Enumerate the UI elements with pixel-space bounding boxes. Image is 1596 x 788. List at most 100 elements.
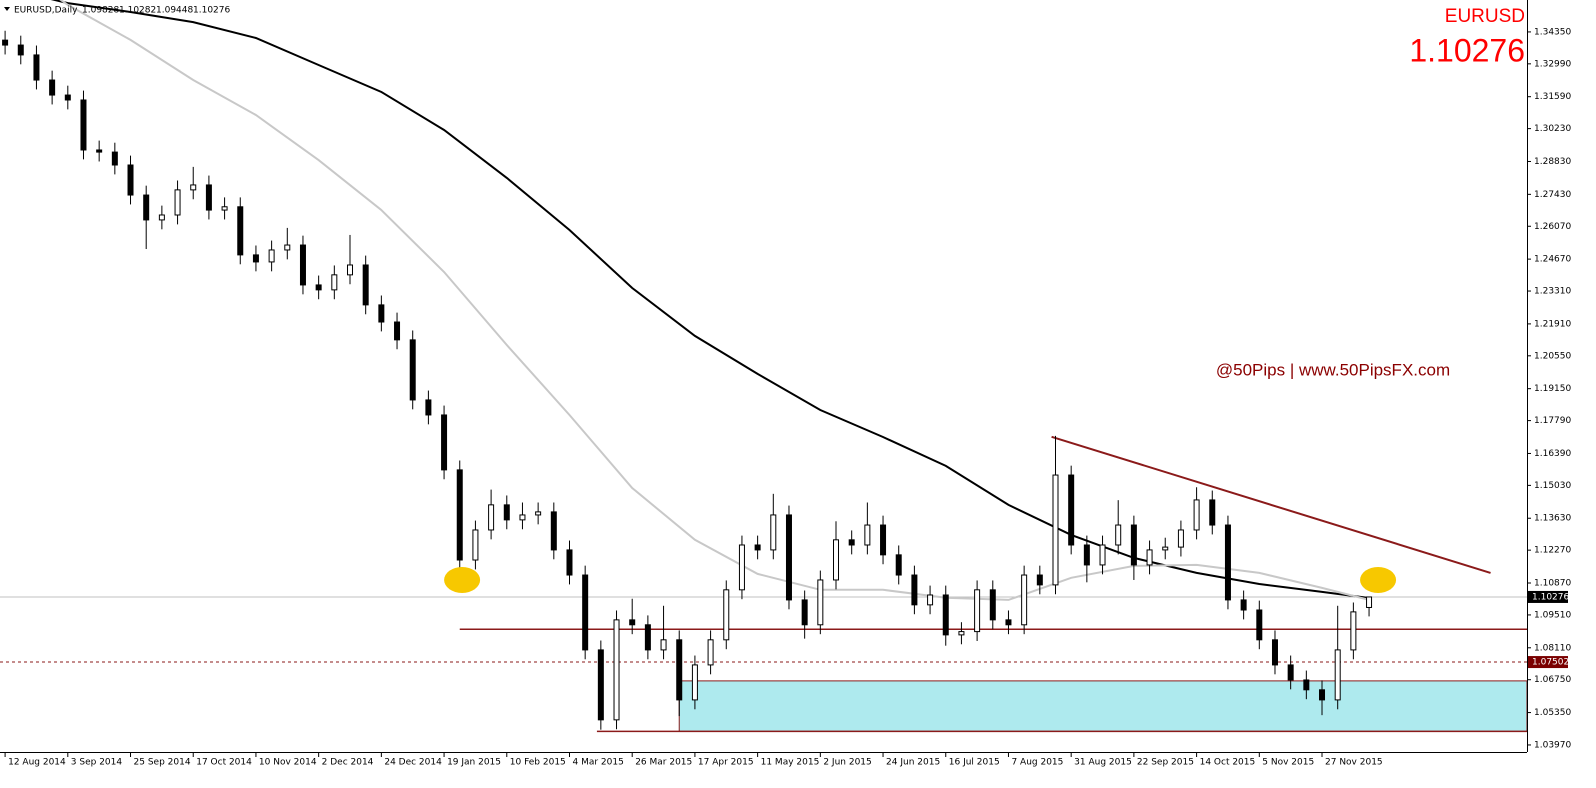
candle-body [1224, 524, 1231, 601]
y-tick-label: 1.28830 [1534, 157, 1571, 167]
candle-body [911, 574, 918, 606]
x-tick-label: 25 Sep 2014 [134, 758, 191, 768]
y-tick-label: 1.17790 [1534, 416, 1571, 426]
highlight-marker [444, 566, 481, 593]
candle-body [127, 164, 134, 196]
candle-body [96, 149, 103, 153]
candle-body [958, 631, 965, 636]
candle-body [817, 579, 824, 626]
candle-body [1240, 599, 1247, 611]
candle-body [1209, 499, 1216, 526]
candle-body [535, 511, 542, 516]
candle-body [1271, 639, 1278, 666]
x-tick-label: 17 Apr 2015 [698, 758, 754, 768]
x-tick-label: 14 Oct 2015 [1200, 758, 1256, 768]
y-tick-label: 1.23310 [1534, 287, 1571, 297]
x-tick-label: 10 Nov 2014 [259, 758, 317, 768]
y-tick-label: 1.05350 [1534, 708, 1571, 718]
y-tick-label: 1.09510 [1534, 610, 1571, 620]
x-tick-label: 2 Dec 2014 [322, 758, 374, 768]
candle-body [785, 514, 792, 601]
candle-body [158, 214, 165, 221]
y-tick-label: 1.21910 [1534, 319, 1571, 329]
candle-body [237, 206, 244, 256]
moving-average [50, 0, 1370, 599]
support-zone [678, 680, 1527, 732]
y-tick-label: 1.06750 [1534, 675, 1571, 685]
x-tick-label: 10 Feb 2015 [510, 758, 566, 768]
header-high: 1.10282 [119, 6, 156, 16]
candle-body [974, 589, 981, 633]
price-label-bg [1528, 590, 1568, 603]
candle-body [2, 39, 9, 46]
candle-body [629, 619, 636, 626]
x-tick-label: 4 Mar 2015 [572, 758, 623, 768]
candle-body [597, 649, 604, 721]
x-tick-label: 2 Jun 2015 [823, 758, 871, 768]
candle-body [472, 529, 479, 561]
y-tick-label: 1.15030 [1534, 481, 1571, 491]
symbol-header: EURUSD,Daily [14, 6, 78, 16]
candle-body [315, 284, 322, 291]
candle-body [880, 524, 887, 556]
candle-body [1162, 546, 1169, 551]
candle-body [456, 469, 463, 561]
y-tick-label: 1.34350 [1534, 27, 1571, 37]
menu-triangle[interactable] [4, 7, 10, 11]
candle-body [347, 264, 354, 276]
candle-body [1083, 544, 1090, 566]
y-tick-label: 1.27430 [1534, 190, 1571, 200]
candle-body [1287, 664, 1294, 681]
candle-body [1146, 549, 1153, 566]
candle-body [1036, 574, 1043, 586]
x-tick-label: 11 May 2015 [761, 758, 820, 768]
candle-body [707, 639, 714, 666]
candle-body [1350, 611, 1357, 651]
candle-body [80, 99, 87, 151]
symbol-title: EURUSD [1445, 6, 1525, 27]
y-tick-label: 1.08110 [1534, 643, 1571, 653]
candle-body [1099, 544, 1106, 566]
candle-body [1052, 474, 1059, 586]
candle-body [49, 79, 56, 96]
header-open: 1.09828 [82, 6, 119, 16]
candle-body [1115, 524, 1122, 546]
x-tick-label: 26 Mar 2015 [635, 758, 692, 768]
x-tick-label: 16 Jul 2015 [949, 758, 1000, 768]
y-tick-label: 1.16390 [1534, 449, 1571, 459]
price-label: 1.10276 [1532, 592, 1569, 602]
level-label: 1.07502 [1532, 658, 1569, 668]
x-tick-label: 31 Aug 2015 [1074, 758, 1132, 768]
candle-body [1130, 524, 1137, 566]
x-tick-label: 17 Oct 2014 [196, 758, 252, 768]
candle-body [174, 189, 181, 216]
y-tick-label: 1.30230 [1534, 124, 1571, 134]
candle-body [550, 511, 557, 551]
highlight-marker [1360, 566, 1397, 593]
candle-body [723, 589, 730, 641]
candle-body [644, 624, 651, 651]
moving-average [59, 0, 1370, 601]
candle-body [660, 639, 667, 651]
header-low: 1.09448 [156, 6, 193, 16]
candle-body [1256, 609, 1263, 641]
candle-body [613, 619, 620, 721]
candle-body [989, 589, 996, 621]
candle-body [691, 664, 698, 701]
candle-body [111, 151, 118, 166]
candle-body [33, 54, 40, 81]
x-tick-label: 5 Nov 2015 [1262, 758, 1314, 768]
y-tick-label: 1.03970 [1534, 740, 1571, 750]
candle-body [190, 184, 197, 191]
candle-body [1177, 529, 1184, 548]
candle-body [754, 544, 761, 551]
candle-body [895, 554, 902, 576]
candle-body [425, 399, 432, 416]
x-tick-label: 19 Jan 2015 [447, 758, 501, 768]
candle-body [409, 339, 416, 401]
candle-body [378, 304, 385, 323]
candle-body [299, 244, 306, 286]
x-tick-label: 27 Nov 2015 [1325, 758, 1383, 768]
candle-body [64, 94, 71, 101]
x-tick-label: 3 Sep 2014 [71, 758, 123, 768]
